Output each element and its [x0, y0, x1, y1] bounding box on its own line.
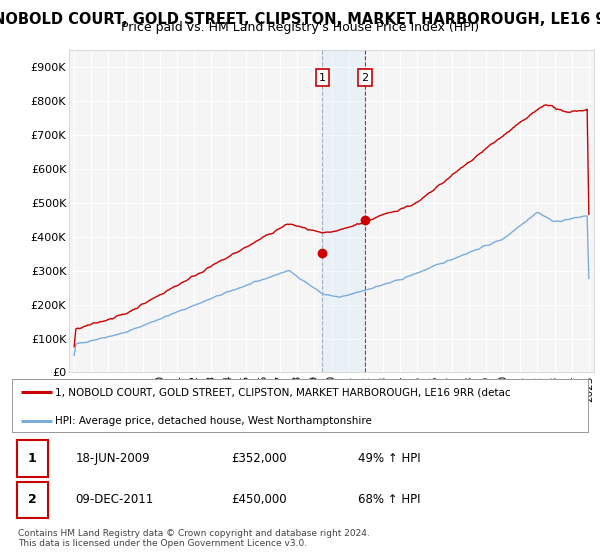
Text: This data is licensed under the Open Government Licence v3.0.: This data is licensed under the Open Gov… [18, 539, 307, 548]
Text: Contains HM Land Registry data © Crown copyright and database right 2024.: Contains HM Land Registry data © Crown c… [18, 529, 370, 538]
FancyBboxPatch shape [17, 482, 48, 518]
Text: Price paid vs. HM Land Registry's House Price Index (HPI): Price paid vs. HM Land Registry's House … [121, 21, 479, 35]
Text: 1: 1 [28, 452, 37, 465]
Text: 2: 2 [361, 72, 368, 82]
Text: 1, NOBOLD COURT, GOLD STREET, CLIPSTON, MARKET HARBOROUGH, LE16 9RR (detac: 1, NOBOLD COURT, GOLD STREET, CLIPSTON, … [55, 388, 511, 398]
Text: £450,000: £450,000 [231, 493, 287, 506]
Text: £352,000: £352,000 [231, 452, 287, 465]
Text: 18-JUN-2009: 18-JUN-2009 [76, 452, 150, 465]
Bar [322, 50, 365, 372]
Text: 1: 1 [319, 72, 326, 82]
Text: 68% ↑ HPI: 68% ↑ HPI [358, 493, 420, 506]
Text: 1, NOBOLD COURT, GOLD STREET, CLIPSTON, MARKET HARBOROUGH, LE16 9RR: 1, NOBOLD COURT, GOLD STREET, CLIPSTON, … [0, 12, 600, 26]
Text: 49% ↑ HPI: 49% ↑ HPI [358, 452, 420, 465]
Text: HPI: Average price, detached house, West Northamptonshire: HPI: Average price, detached house, West… [55, 416, 372, 426]
Text: 09-DEC-2011: 09-DEC-2011 [76, 493, 154, 506]
FancyBboxPatch shape [17, 440, 48, 477]
Text: 2: 2 [28, 493, 37, 506]
